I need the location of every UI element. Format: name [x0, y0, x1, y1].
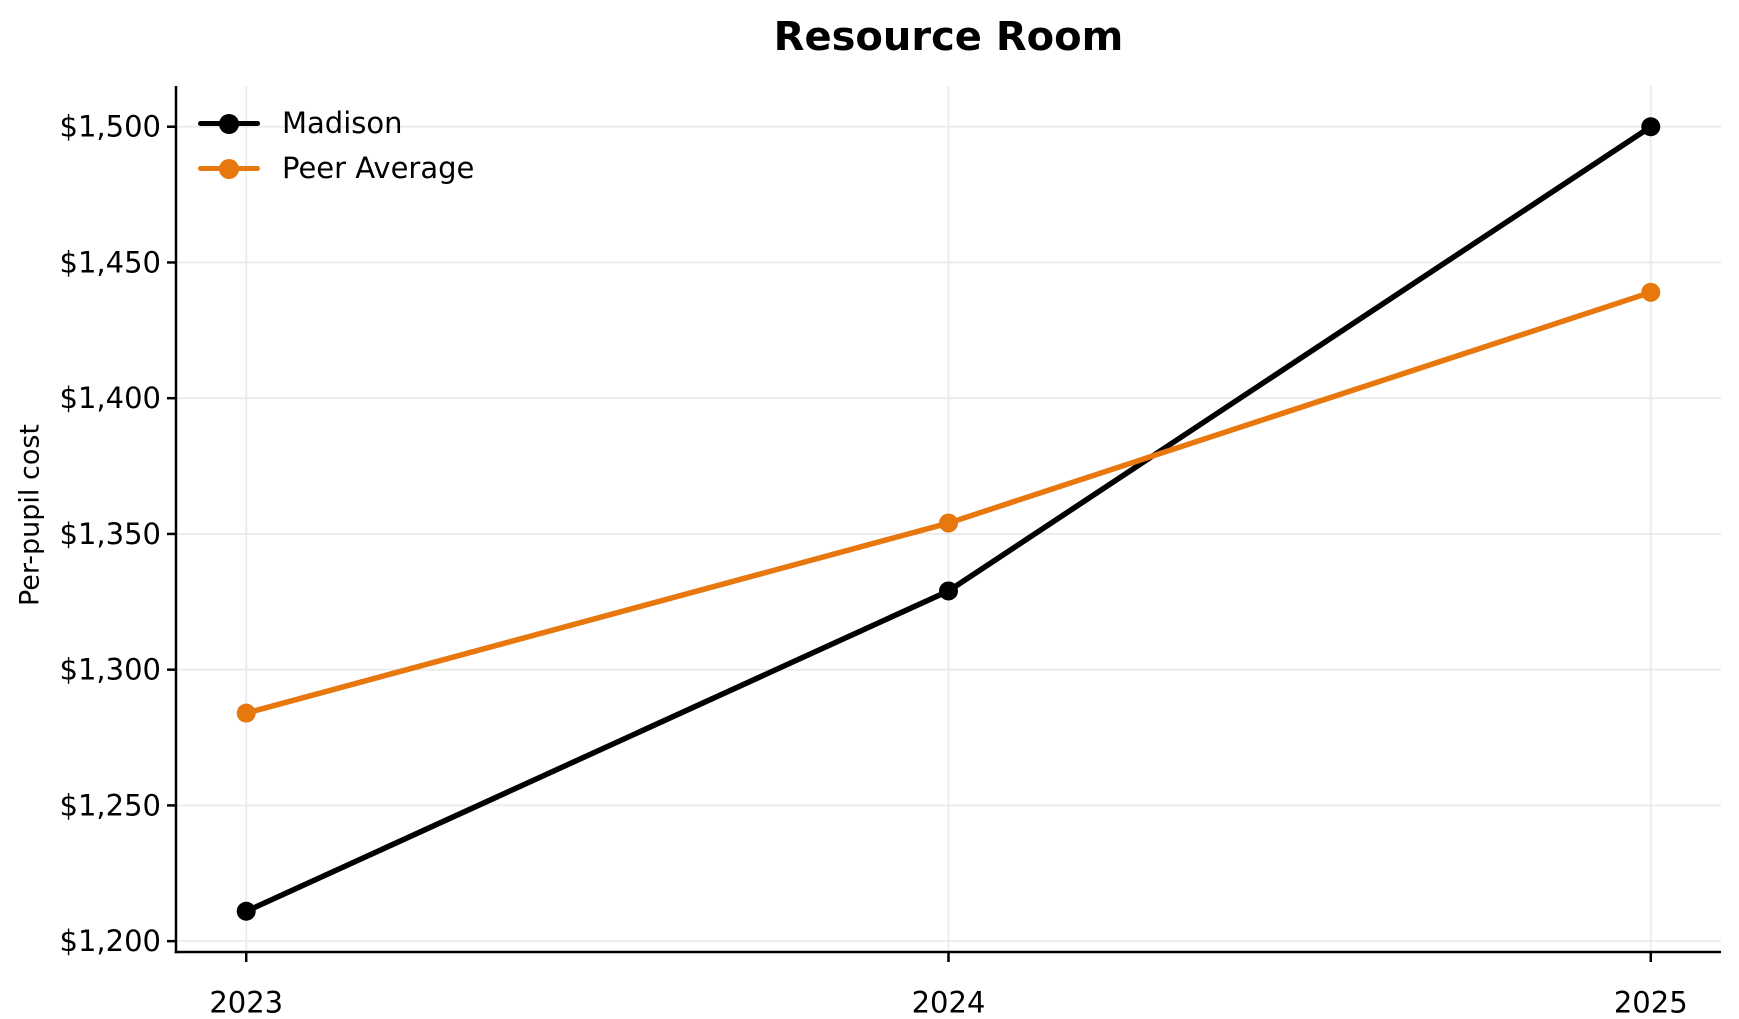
madison-marker	[1641, 117, 1661, 137]
peer-average-marker	[1641, 282, 1661, 302]
peer-average-marker	[939, 513, 958, 533]
legend-item-peer-average: Peer Average	[198, 146, 474, 191]
axes	[167, 86, 1721, 962]
peer-average-line-swatch	[198, 158, 260, 179]
madison-marker	[236, 901, 256, 921]
y-tick-label: $1,250	[60, 788, 161, 822]
y-tick-label: $1,450	[60, 245, 161, 279]
legend: Madison Peer Average	[198, 101, 474, 191]
y-tick-label: $1,500	[60, 110, 161, 144]
legend-swatch-dot	[219, 113, 239, 134]
legend-label-madison: Madison	[282, 106, 403, 140]
y-tick-label: $1,400	[60, 381, 161, 415]
x-tick-label: 2023	[209, 986, 283, 1019]
madison-marker	[939, 581, 958, 601]
legend-item-madison: Madison	[198, 101, 474, 146]
madison-line-swatch	[198, 113, 260, 134]
tick-labels: $1,200 $1,250 $1,300 $1,350 $1,400 $1,450 $1,5…	[60, 110, 1688, 1019]
chart-title: Resource Room	[773, 14, 1124, 60]
x-tick-label: 2025	[1614, 986, 1688, 1019]
y-tick-label: $1,300	[60, 653, 161, 687]
y-axis-label: Per-pupil cost	[14, 423, 46, 607]
legend-label-peer-average: Peer Average	[282, 151, 475, 185]
y-tick-label: $1,200	[60, 924, 161, 958]
x-tick-label: 2024	[912, 986, 986, 1019]
legend-swatch-dot	[219, 158, 239, 179]
peer-average-marker	[236, 703, 256, 723]
gridlines	[176, 86, 1721, 952]
data-series	[236, 117, 1661, 921]
y-tick-label: $1,350	[60, 517, 161, 551]
